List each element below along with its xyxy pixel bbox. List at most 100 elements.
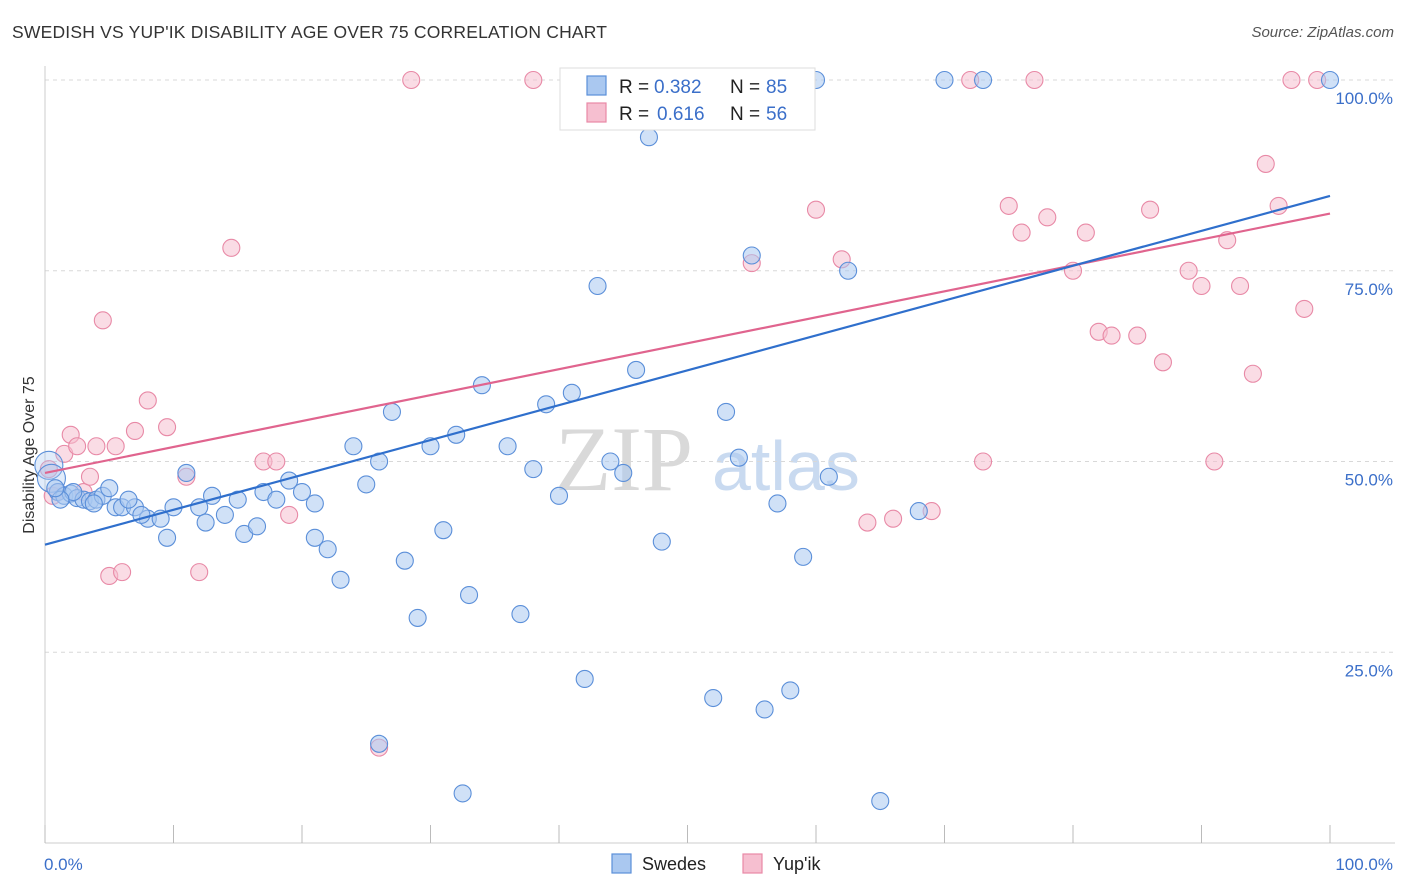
swedes-point xyxy=(704,688,723,708)
swedes-point xyxy=(614,463,633,482)
swedes-point xyxy=(215,505,234,524)
y-tick-label: 25.0% xyxy=(1345,661,1393,680)
yupik-point xyxy=(190,563,209,582)
legend-swedes-swatch xyxy=(586,75,607,96)
swedes-point xyxy=(935,70,954,90)
swedes-point xyxy=(819,467,838,486)
yupik-point xyxy=(1141,200,1160,219)
swedes-point xyxy=(395,551,414,570)
swedes-point xyxy=(601,452,620,471)
yupik-point xyxy=(93,311,112,330)
swedes-point xyxy=(524,460,543,479)
swedes-point xyxy=(292,482,312,502)
yupik-point xyxy=(858,513,877,532)
swedes-point xyxy=(158,528,177,547)
y-axis-label: Disability Age Over 75 xyxy=(21,376,38,534)
yupik-point xyxy=(158,418,177,437)
yupik-point xyxy=(138,391,157,410)
legend-yupik-r-label: R = xyxy=(619,104,649,125)
yupik-point xyxy=(1205,452,1224,471)
swedes-point xyxy=(331,570,350,589)
swedes-point xyxy=(434,521,453,540)
trend-lines xyxy=(44,194,1331,546)
swedes-point xyxy=(46,479,65,498)
swedes-point xyxy=(729,448,748,467)
yupik-point xyxy=(884,509,903,528)
x-tick-label-min: 0.0% xyxy=(44,855,83,874)
swedes-point xyxy=(627,360,646,379)
swedes-point xyxy=(453,784,472,803)
chart-title: SWEDISH VS YUP'IK DISABILITY AGE OVER 75… xyxy=(12,22,608,42)
swedes-point xyxy=(511,605,530,624)
swedes-point xyxy=(755,700,774,719)
yupik-point xyxy=(973,452,993,471)
bottom-legend-yupik-swatch xyxy=(742,853,763,874)
bottom-legend-yupik-label: Yup'ik xyxy=(773,854,821,874)
swedes-point xyxy=(119,490,138,509)
yupik-point xyxy=(1256,154,1275,173)
legend-yupik-r-value: 0.616 xyxy=(657,104,705,125)
gridlines: 25.0% 50.0% 75.0% 100.0% xyxy=(45,79,1395,680)
swedes-point xyxy=(498,437,517,456)
yupik-point xyxy=(1076,223,1095,242)
swedes-point xyxy=(562,383,581,402)
bottom-legend-swedes-swatch xyxy=(611,853,632,874)
swedes-point xyxy=(1320,70,1340,90)
yupik-point xyxy=(999,196,1018,215)
yupik-point xyxy=(125,421,144,441)
swedes-point xyxy=(408,608,427,627)
swedes-point xyxy=(781,681,800,700)
swedes-point xyxy=(588,276,607,296)
swedes-point xyxy=(305,528,324,547)
yupik-point xyxy=(1025,70,1044,90)
swedes-point xyxy=(652,532,671,551)
yupik-point xyxy=(80,467,100,486)
yupik-point xyxy=(113,563,132,582)
bottom-legend: Swedes Yup'ik xyxy=(611,853,821,874)
swedes-point xyxy=(34,450,64,480)
yupik-point xyxy=(1128,326,1147,345)
yupik-point xyxy=(106,437,125,456)
legend-swedes-n-value: 85 xyxy=(766,77,787,98)
swedes-point xyxy=(247,517,267,536)
y-tick-label: 50.0% xyxy=(1345,471,1393,490)
swedes-point xyxy=(228,490,247,509)
swedes-point xyxy=(357,475,376,494)
swedes-point xyxy=(768,494,787,513)
swedes-point xyxy=(639,128,659,147)
swedes-point xyxy=(100,479,119,498)
swedes-point xyxy=(973,70,993,90)
yupik-point xyxy=(1192,276,1211,296)
swedes-point xyxy=(382,402,402,421)
swedes-trend-line xyxy=(44,194,1331,546)
yupik-trend-line xyxy=(44,212,1331,475)
yupik-point xyxy=(524,70,543,90)
legend-yupik-n-value: 56 xyxy=(766,104,787,125)
yupik-point xyxy=(1243,364,1262,383)
yupik-point xyxy=(402,70,421,90)
axes xyxy=(44,66,1395,844)
swedes-point xyxy=(549,486,569,505)
swedes-point xyxy=(196,513,215,532)
swedes-point xyxy=(871,791,890,811)
bottom-legend-swedes-label: Swedes xyxy=(642,854,706,874)
watermark-atlas: atlas xyxy=(712,427,860,505)
swedes-point xyxy=(318,540,337,559)
yupik-point xyxy=(1231,276,1250,296)
yupik-point xyxy=(1038,208,1057,227)
source-credit: Source: ZipAtlas.com xyxy=(1251,24,1394,41)
y-tick-label: 75.0% xyxy=(1345,280,1393,299)
legend-yupik-swatch xyxy=(586,102,607,123)
swedes-point xyxy=(575,669,594,689)
swedes-point xyxy=(839,261,858,280)
yupik-point xyxy=(68,437,87,456)
swedes-point xyxy=(909,502,928,521)
yupik-point xyxy=(222,238,241,257)
swedes-point xyxy=(794,547,813,566)
swedes-point xyxy=(344,437,363,456)
legend-yupik-n-label: N = xyxy=(730,104,760,125)
swedes-point xyxy=(84,494,103,513)
legend-swedes-n-label: N = xyxy=(730,77,760,98)
watermark-zip: ZIP xyxy=(555,408,693,510)
